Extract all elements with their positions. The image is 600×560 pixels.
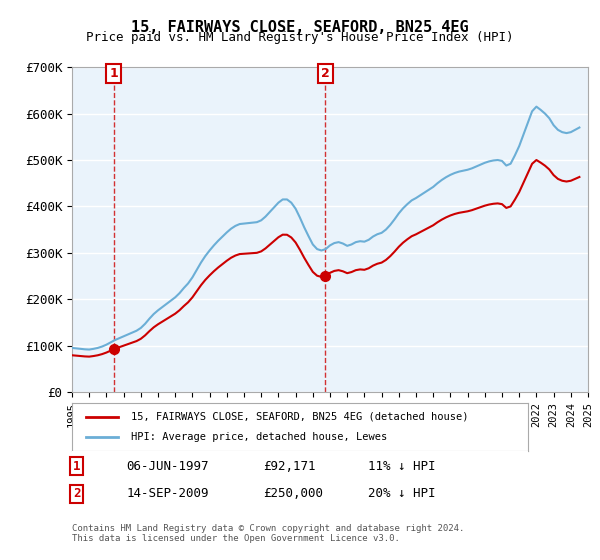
Text: HPI: Average price, detached house, Lewes: HPI: Average price, detached house, Lewe…	[131, 432, 388, 442]
Text: 15, FAIRWAYS CLOSE, SEAFORD, BN25 4EG (detached house): 15, FAIRWAYS CLOSE, SEAFORD, BN25 4EG (d…	[131, 412, 469, 422]
Text: 1: 1	[109, 67, 118, 80]
Text: Contains HM Land Registry data © Crown copyright and database right 2024.
This d: Contains HM Land Registry data © Crown c…	[72, 524, 464, 543]
Text: Price paid vs. HM Land Registry's House Price Index (HPI): Price paid vs. HM Land Registry's House …	[86, 31, 514, 44]
Text: 20% ↓ HPI: 20% ↓ HPI	[368, 487, 436, 501]
Text: 1: 1	[73, 460, 80, 473]
Text: 2: 2	[320, 67, 329, 80]
Text: 06-JUN-1997: 06-JUN-1997	[127, 460, 209, 473]
Text: £92,171: £92,171	[263, 460, 316, 473]
Text: 14-SEP-2009: 14-SEP-2009	[127, 487, 209, 501]
Text: £250,000: £250,000	[263, 487, 323, 501]
Text: 15, FAIRWAYS CLOSE, SEAFORD, BN25 4EG: 15, FAIRWAYS CLOSE, SEAFORD, BN25 4EG	[131, 20, 469, 35]
Text: 11% ↓ HPI: 11% ↓ HPI	[368, 460, 436, 473]
Text: 2: 2	[73, 487, 80, 501]
